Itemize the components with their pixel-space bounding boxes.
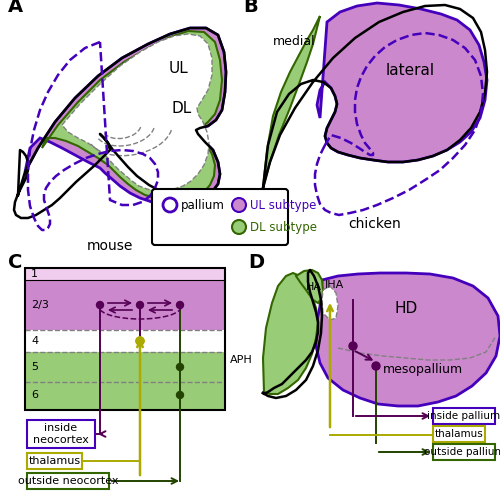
Bar: [25, 280, 225, 330]
Circle shape: [136, 301, 143, 308]
Bar: [25, 330, 225, 352]
Polygon shape: [316, 273, 500, 406]
Circle shape: [176, 301, 184, 308]
Circle shape: [232, 198, 246, 212]
Text: 4: 4: [31, 336, 38, 346]
Circle shape: [349, 342, 357, 350]
Text: 5: 5: [31, 362, 38, 372]
Bar: [27, 453, 82, 469]
Circle shape: [96, 301, 103, 308]
Text: HA: HA: [306, 282, 322, 292]
Bar: [25, 352, 225, 382]
Text: A: A: [8, 0, 23, 16]
Bar: [27, 420, 95, 448]
FancyBboxPatch shape: [152, 189, 288, 245]
Text: UL: UL: [168, 60, 188, 76]
Text: D: D: [248, 253, 264, 272]
Bar: [433, 444, 495, 460]
Circle shape: [372, 362, 380, 370]
Text: thalamus: thalamus: [434, 429, 484, 439]
Text: inside pallium: inside pallium: [428, 411, 500, 421]
Text: APH: APH: [230, 355, 253, 365]
Text: outside neocortex: outside neocortex: [18, 476, 118, 486]
Polygon shape: [42, 31, 222, 200]
Polygon shape: [322, 286, 338, 320]
Polygon shape: [25, 28, 226, 204]
Text: chicken: chicken: [348, 217, 402, 231]
Text: outside pallium: outside pallium: [424, 447, 500, 457]
Text: IHA: IHA: [324, 280, 344, 290]
Text: DL: DL: [172, 101, 192, 115]
Polygon shape: [263, 273, 318, 394]
Bar: [25, 268, 225, 410]
Polygon shape: [263, 16, 320, 188]
Text: C: C: [8, 253, 22, 272]
Polygon shape: [296, 270, 323, 303]
Text: lateral: lateral: [386, 63, 434, 78]
Circle shape: [176, 391, 184, 399]
Text: pallium: pallium: [181, 198, 225, 212]
Circle shape: [176, 363, 184, 371]
Text: mesopallium: mesopallium: [383, 363, 463, 376]
Polygon shape: [317, 3, 487, 162]
Polygon shape: [62, 34, 212, 191]
Circle shape: [232, 220, 246, 234]
Text: 2/3: 2/3: [31, 300, 49, 310]
Circle shape: [163, 198, 177, 212]
Text: thalamus: thalamus: [28, 456, 80, 466]
Text: DL subtype: DL subtype: [250, 220, 317, 234]
Text: HD: HD: [394, 301, 417, 316]
Text: B: B: [243, 0, 258, 16]
Bar: [433, 408, 495, 424]
Bar: [27, 473, 109, 489]
Bar: [25, 382, 225, 410]
Text: 6: 6: [31, 390, 38, 400]
Circle shape: [136, 337, 144, 345]
Bar: [25, 268, 225, 280]
Text: 1: 1: [31, 269, 38, 279]
Text: medial: medial: [273, 35, 316, 48]
Circle shape: [136, 337, 144, 345]
Text: inside
neocortex: inside neocortex: [33, 423, 89, 445]
Text: UL subtype: UL subtype: [250, 198, 316, 212]
Text: mouse: mouse: [87, 239, 133, 253]
Bar: [433, 426, 485, 442]
